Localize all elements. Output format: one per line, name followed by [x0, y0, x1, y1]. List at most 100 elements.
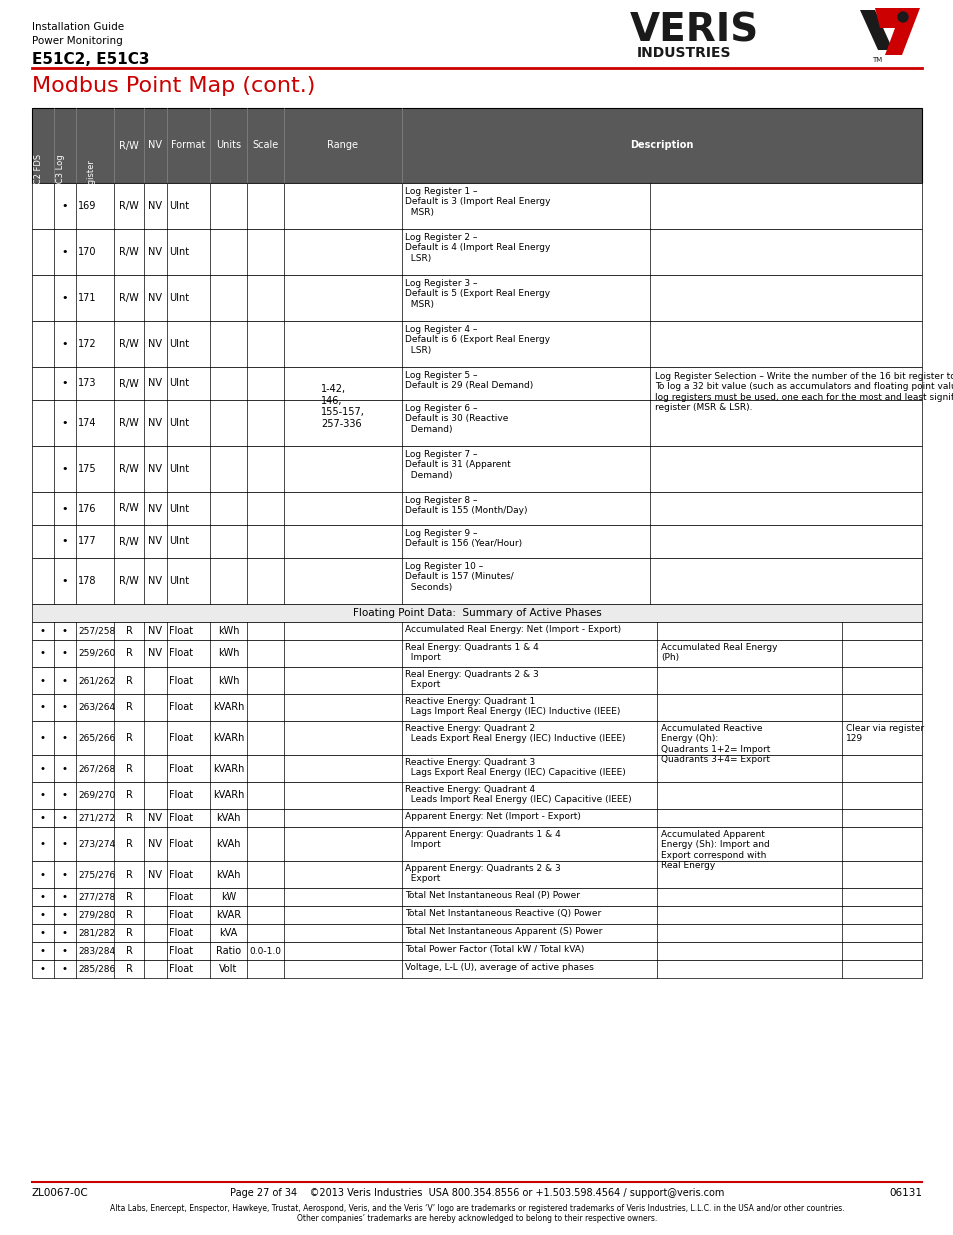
Text: R/W: R/W [119, 141, 139, 151]
Bar [32, 694, 921, 721]
Text: •: • [40, 869, 46, 879]
Text: 283/284: 283/284 [78, 946, 115, 956]
Text: 174: 174 [78, 417, 96, 429]
Text: Description: Description [630, 141, 693, 151]
Text: •: • [62, 338, 69, 350]
Text: Volt: Volt [219, 965, 237, 974]
Text: Log Register 5 –
Default is 29 (Real Demand): Log Register 5 – Default is 29 (Real Dem… [405, 370, 533, 390]
Text: Accumulated Apparent
Energy (Sh): Import and
Export correspond with
Real Energy: Accumulated Apparent Energy (Sh): Import… [660, 830, 769, 871]
Bar [32, 228, 921, 275]
Bar [32, 942, 921, 960]
Text: •: • [62, 201, 69, 211]
Text: kVAR: kVAR [215, 910, 241, 920]
Bar [32, 107, 921, 183]
Bar [32, 667, 921, 694]
Text: 273/274: 273/274 [78, 840, 115, 848]
Text: Float: Float [169, 648, 193, 658]
Text: 281/282: 281/282 [78, 929, 115, 937]
Text: •: • [62, 293, 69, 303]
Text: NV: NV [149, 576, 162, 585]
Text: R/W: R/W [119, 417, 139, 429]
Text: 265/266: 265/266 [78, 734, 115, 742]
Text: R/W: R/W [119, 464, 139, 474]
Text: Total Net Instantaneous Apparent (S) Power: Total Net Instantaneous Apparent (S) Pow… [405, 927, 601, 936]
Text: kVARh: kVARh [213, 734, 244, 743]
Text: 175: 175 [78, 464, 96, 474]
Text: TM: TM [871, 57, 882, 63]
Text: 277/278: 277/278 [78, 893, 115, 902]
Text: •: • [62, 946, 68, 956]
Text: Float: Float [169, 910, 193, 920]
Bar [32, 321, 921, 367]
Text: Power Monitoring: Power Monitoring [32, 36, 123, 46]
Bar [32, 492, 921, 525]
Text: UInt: UInt [169, 504, 189, 514]
Text: R: R [126, 927, 132, 939]
Text: NV: NV [149, 247, 162, 257]
Text: •: • [62, 626, 68, 636]
Text: Accumulated Real Energy
(Ph): Accumulated Real Energy (Ph) [660, 643, 777, 662]
Text: R/W: R/W [119, 504, 139, 514]
Text: 170: 170 [78, 247, 96, 257]
Text: •: • [40, 790, 46, 800]
Text: •: • [40, 813, 46, 823]
Text: •: • [62, 965, 68, 974]
Text: INDUSTRIES: INDUSTRIES [637, 46, 731, 61]
Text: R: R [126, 676, 132, 685]
Text: NV: NV [149, 378, 162, 389]
Polygon shape [859, 10, 892, 49]
Text: •: • [40, 734, 46, 743]
Text: •: • [62, 676, 68, 685]
Text: •: • [62, 910, 68, 920]
Text: Alta Labs, Enercept, Enspector, Hawkeye, Trustat, Aerospond, Veris, and the Veri: Alta Labs, Enercept, Enspector, Hawkeye,… [110, 1204, 843, 1224]
Text: 177: 177 [78, 536, 96, 547]
Text: 178: 178 [78, 576, 96, 585]
Text: Apparent Energy: Quadrants 1 & 4
  Import: Apparent Energy: Quadrants 1 & 4 Import [405, 830, 560, 850]
Bar [32, 755, 921, 782]
Text: Reactive Energy: Quadrant 4
  Leads Import Real Energy (IEC) Capacitive (IEEE): Reactive Energy: Quadrant 4 Leads Import… [405, 785, 631, 804]
Text: Float: Float [169, 676, 193, 685]
Bar [32, 809, 921, 827]
Text: R: R [126, 790, 132, 800]
Text: NV: NV [149, 813, 162, 823]
Text: 0.0-1.0: 0.0-1.0 [250, 946, 281, 956]
Text: Total Net Instantaneous Real (P) Power: Total Net Instantaneous Real (P) Power [405, 890, 579, 900]
Circle shape [897, 12, 907, 22]
Text: R/W: R/W [119, 201, 139, 211]
Text: UInt: UInt [169, 378, 189, 389]
Text: R: R [126, 703, 132, 713]
Text: Log Register 8 –
Default is 155 (Month/Day): Log Register 8 – Default is 155 (Month/D… [405, 496, 527, 515]
Text: R: R [126, 734, 132, 743]
Text: 261/262: 261/262 [78, 676, 115, 685]
Text: •: • [62, 576, 69, 585]
Bar [32, 640, 921, 667]
Text: UInt: UInt [169, 247, 189, 257]
Text: NV: NV [149, 839, 162, 848]
Bar [32, 400, 921, 446]
Text: UInt: UInt [169, 201, 189, 211]
Text: kVAh: kVAh [216, 813, 240, 823]
Text: Float: Float [169, 869, 193, 879]
Text: •: • [62, 464, 69, 474]
Text: R: R [126, 869, 132, 879]
Text: Total Power Factor (Total kW / Total kVA): Total Power Factor (Total kW / Total kVA… [405, 945, 584, 953]
Bar [32, 721, 921, 755]
Text: Scale: Scale [253, 141, 278, 151]
Text: kVAh: kVAh [216, 839, 240, 848]
Text: Log Register 4 –
Default is 6 (Export Real Energy
  LSR): Log Register 4 – Default is 6 (Export Re… [405, 325, 550, 354]
Text: E51C2, E51C3: E51C2, E51C3 [32, 52, 150, 67]
Text: NV: NV [149, 626, 162, 636]
Bar [32, 906, 921, 924]
Text: •: • [40, 839, 46, 848]
Bar [32, 558, 921, 604]
Text: •: • [62, 839, 68, 848]
Text: 263/264: 263/264 [78, 703, 115, 713]
Text: E51C3 Log: E51C3 Log [56, 154, 65, 199]
Text: 259/260: 259/260 [78, 650, 115, 658]
Text: Voltage, L-L (U), average of active phases: Voltage, L-L (U), average of active phas… [405, 963, 594, 972]
Text: Float: Float [169, 763, 193, 773]
Text: R: R [126, 626, 132, 636]
Text: kWh: kWh [217, 648, 239, 658]
Text: •: • [62, 648, 68, 658]
Text: Float: Float [169, 790, 193, 800]
